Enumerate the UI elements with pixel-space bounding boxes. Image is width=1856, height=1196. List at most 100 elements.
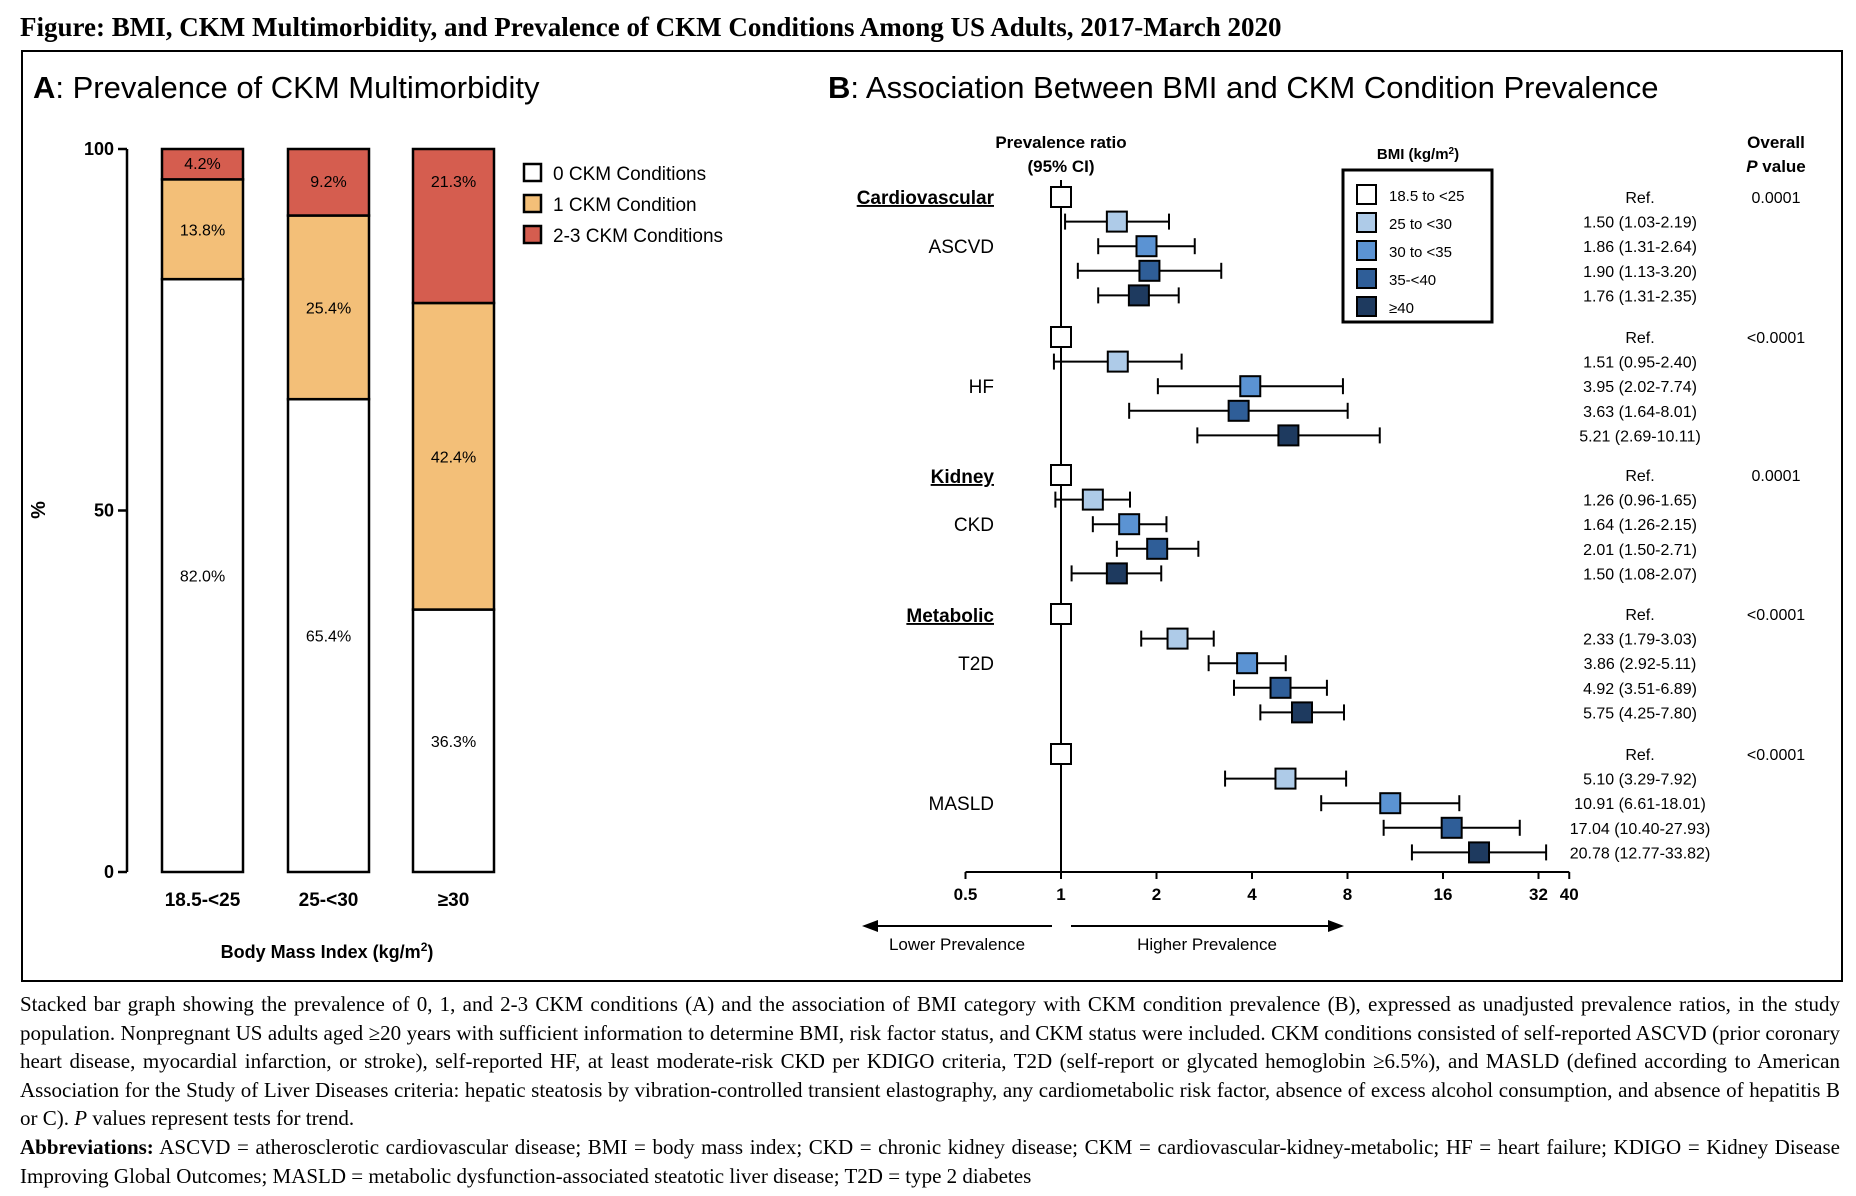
- ratio-ci-label: 5.75 (4.25-7.80): [1583, 705, 1697, 722]
- bar-data-label: 25.4%: [306, 300, 351, 317]
- ratio-ci-label: Ref.: [1625, 330, 1654, 347]
- ratio-ci-label: 10.91 (6.61-18.01): [1574, 796, 1706, 813]
- ratio-ci-label: Ref.: [1625, 607, 1654, 624]
- higher-prevalence-label: Higher Prevalence: [1137, 935, 1277, 954]
- bmi-legend-title-end: ): [1454, 146, 1459, 163]
- bar-segment: [286, 214, 371, 401]
- ratio-ci-label: 2.33 (1.79-3.03): [1583, 632, 1697, 649]
- bmi-legend-title-sup: 2: [1449, 146, 1455, 157]
- legend-label: 0 CKM Conditions: [553, 164, 706, 185]
- point-estimate-marker: [1236, 652, 1259, 675]
- ratio-ci-label: 1.50 (1.08-2.07): [1583, 566, 1697, 583]
- ratio-ci-label: 1.50 (1.03-2.19): [1583, 215, 1697, 232]
- point-estimate-marker: [1105, 210, 1128, 233]
- point-estimate-marker: [1118, 513, 1141, 536]
- point-estimate-marker: [1166, 627, 1189, 650]
- bar-data-label: 36.3%: [431, 734, 476, 751]
- condition-label: HF: [969, 377, 994, 398]
- point-estimate-marker: [1127, 284, 1150, 307]
- left-arrowhead-icon: [862, 920, 878, 932]
- panel-b-forest-plot: 0.5 1 2 4 8 16 32 40 Cardiovascular ASCVD 0.0001 Re…: [857, 168, 1805, 904]
- point-estimate-marker: [1274, 767, 1297, 790]
- x-axis-title: Body Mass Index (kg/m2): [221, 940, 434, 962]
- x-axis-title-sup: 2: [421, 940, 428, 954]
- point-estimate-marker: [1227, 399, 1250, 422]
- bmi-legend-box: [1341, 168, 1494, 324]
- point-estimate-marker: [1239, 375, 1262, 398]
- panel-a-bar-chart: 0 50 100 82.0% 13.8% 4.2% 18.5-<25 65.4% 25.4% 9.…: [84, 139, 723, 911]
- x-axis-title-text: Body Mass Index (kg/m: [221, 942, 421, 962]
- y-tick-label: 50: [94, 501, 114, 521]
- panel-b-title-text: : Association Between BMI and CKM Condit…: [850, 70, 1658, 105]
- y-tick-label: 100: [84, 139, 114, 159]
- legend-label: 18.5 to <25: [1389, 188, 1464, 205]
- point-estimate-marker: [1106, 350, 1129, 373]
- condition-label: ASCVD: [929, 237, 994, 258]
- ratio-ci-label: 3.63 (1.64-8.01): [1583, 404, 1697, 421]
- abbreviations-text: ASCVD = atherosclerotic cardiovascular d…: [20, 1134, 1840, 1188]
- legend-swatch: [1356, 240, 1377, 261]
- panel-b-title: B: Association Between BMI and CKM Condi…: [828, 70, 1659, 105]
- p-value: <0.0001: [1747, 747, 1805, 764]
- lower-prevalence-label: Lower Prevalence: [889, 935, 1025, 954]
- bar-data-label: 9.2%: [310, 174, 346, 191]
- legend-label: 30 to <35: [1389, 244, 1452, 261]
- figure-frame: [21, 50, 1843, 982]
- panel-a-title-text: : Prevalence of CKM Multimorbidity: [55, 70, 540, 105]
- legend-label: 1 CKM Condition: [553, 195, 697, 216]
- ratio-ci-label: 1.90 (1.13-3.20): [1583, 264, 1697, 281]
- bar-segment: [160, 277, 245, 874]
- condition-label: CKD: [954, 515, 994, 536]
- bar-segment: [411, 301, 496, 611]
- p-value: <0.0001: [1747, 607, 1805, 624]
- bmi-legend-title: BMI (kg/m2): [1377, 146, 1459, 164]
- bar-data-label: 21.3%: [431, 174, 476, 191]
- ratio-ci-label: 1.86 (1.31-2.64): [1583, 239, 1697, 256]
- x-tick-label: 8: [1343, 885, 1352, 904]
- bar-data-label: 13.8%: [180, 222, 225, 239]
- legend-label: 2-3 CKM Conditions: [553, 226, 723, 247]
- caption-p-italic: P: [74, 1106, 88, 1131]
- bar-data-label: 82.0%: [180, 569, 225, 586]
- ratio-ci-label: 5.10 (3.29-7.92): [1583, 772, 1697, 789]
- y-tick-label: 0: [104, 862, 114, 882]
- x-tick-label: 0.5: [954, 885, 978, 904]
- ratio-header-line1: Prevalence ratio: [995, 133, 1126, 152]
- category-label: Cardiovascular: [857, 188, 995, 209]
- point-estimate-marker: [1050, 186, 1072, 208]
- legend-swatch: [522, 162, 543, 183]
- p-value: 0.0001: [1752, 468, 1801, 485]
- point-estimate-marker: [1291, 701, 1314, 724]
- ratio-ci-label: 1.76 (1.31-2.35): [1583, 288, 1697, 305]
- point-estimate-marker: [1138, 259, 1161, 282]
- caption-text-end: values represent tests for trend.: [87, 1106, 355, 1131]
- x-tick-label: 2: [1152, 885, 1161, 904]
- bar-segment: [411, 147, 496, 305]
- point-estimate-marker: [1379, 792, 1402, 815]
- x-tick-label: 4: [1247, 885, 1257, 904]
- point-estimate-marker: [1081, 488, 1104, 511]
- category-label: Metabolic: [906, 606, 994, 627]
- ratio-ci-label: 3.95 (2.02-7.74): [1583, 379, 1697, 396]
- panel-b-letter: B: [828, 70, 850, 105]
- ratio-header-line2: (95% CI): [1027, 157, 1094, 176]
- point-estimate-marker: [1440, 816, 1463, 839]
- x-tick-label: 40: [1560, 885, 1579, 904]
- y-axis-title: %: [28, 501, 50, 519]
- ratio-ci-label: Ref.: [1625, 190, 1654, 207]
- bmi-legend-title-text: BMI (kg/m: [1377, 146, 1449, 163]
- x-tick-label: 1: [1056, 885, 1065, 904]
- bar-segment: [286, 147, 371, 217]
- point-estimate-marker: [1468, 841, 1491, 864]
- figure-title: Figure: BMI, CKM Multimorbidity, and Pre…: [20, 12, 1282, 42]
- x-tick-label: 25-<30: [299, 890, 359, 911]
- category-label: Kidney: [931, 467, 995, 488]
- p-value: <0.0001: [1747, 330, 1805, 347]
- bar-data-label: 4.2%: [184, 156, 220, 173]
- bar-segment: [160, 147, 245, 181]
- x-tick-label: 16: [1434, 885, 1453, 904]
- legend-swatch: [522, 193, 543, 214]
- point-estimate-marker: [1135, 235, 1158, 258]
- ratio-ci-label: 5.21 (2.69-10.11): [1579, 428, 1701, 445]
- bar-data-label: 65.4%: [306, 629, 351, 646]
